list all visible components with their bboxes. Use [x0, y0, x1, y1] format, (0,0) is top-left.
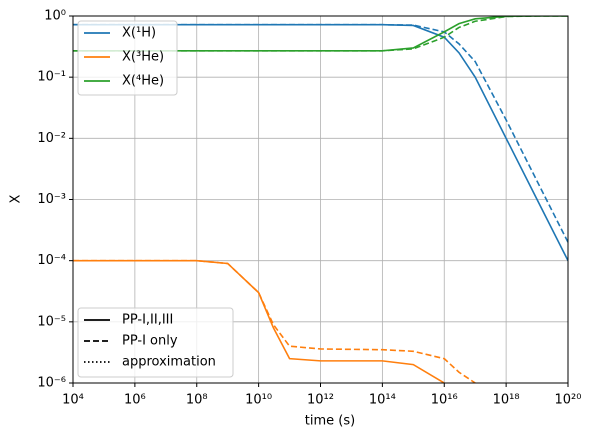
- x-tick-label: 10¹⁶: [431, 393, 458, 408]
- x-tick-label: 10¹⁰: [245, 393, 272, 408]
- legend-label: X(⁴He): [122, 74, 164, 89]
- plot-frame: [72, 15, 569, 384]
- plot-lines: [73, 16, 568, 383]
- x-tick-label: 10¹⁴: [369, 393, 396, 408]
- y-tick-label: 10⁻⁴: [37, 253, 66, 268]
- y-tick-label: 10⁰: [44, 9, 66, 24]
- x-tick-label: 10¹⁸: [493, 393, 520, 408]
- y-tick-label: 10⁻⁵: [37, 314, 66, 329]
- data-line: [73, 259, 476, 383]
- y-axis-label: X: [9, 194, 24, 203]
- legend-box: [77, 307, 234, 378]
- x-tick-label: 10²⁰: [555, 393, 582, 408]
- legend-label: PP-I,II,III: [122, 313, 173, 328]
- x-axis-label: time (s): [305, 414, 355, 429]
- legend-label: PP-I only: [122, 334, 178, 349]
- y-tick-label: 10⁻³: [37, 192, 66, 207]
- legend-box: [77, 20, 178, 96]
- legend-label: X(³He): [122, 50, 164, 65]
- x-tick-label: 10⁴: [62, 393, 84, 408]
- y-tick-label: 10⁻¹: [37, 70, 66, 85]
- y-tick-label: 10⁻⁶: [37, 376, 66, 391]
- data-line: [73, 16, 568, 52]
- x-tick-label: 10¹²: [307, 393, 334, 408]
- x-tick-label: 10⁶: [124, 393, 146, 408]
- y-tick-label: 10⁻²: [37, 131, 66, 146]
- legend-label: approximation: [122, 355, 216, 370]
- x-tick-label: 10⁸: [186, 393, 208, 408]
- legend-label: X(¹H): [122, 26, 156, 41]
- data-line: [73, 23, 568, 243]
